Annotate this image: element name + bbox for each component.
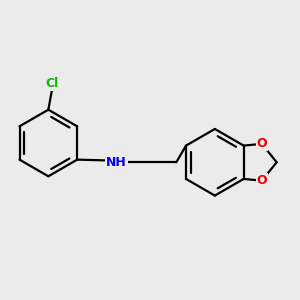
Text: Cl: Cl — [45, 77, 58, 90]
Text: O: O — [256, 137, 267, 150]
Text: O: O — [256, 174, 267, 187]
Text: NH: NH — [106, 156, 127, 169]
